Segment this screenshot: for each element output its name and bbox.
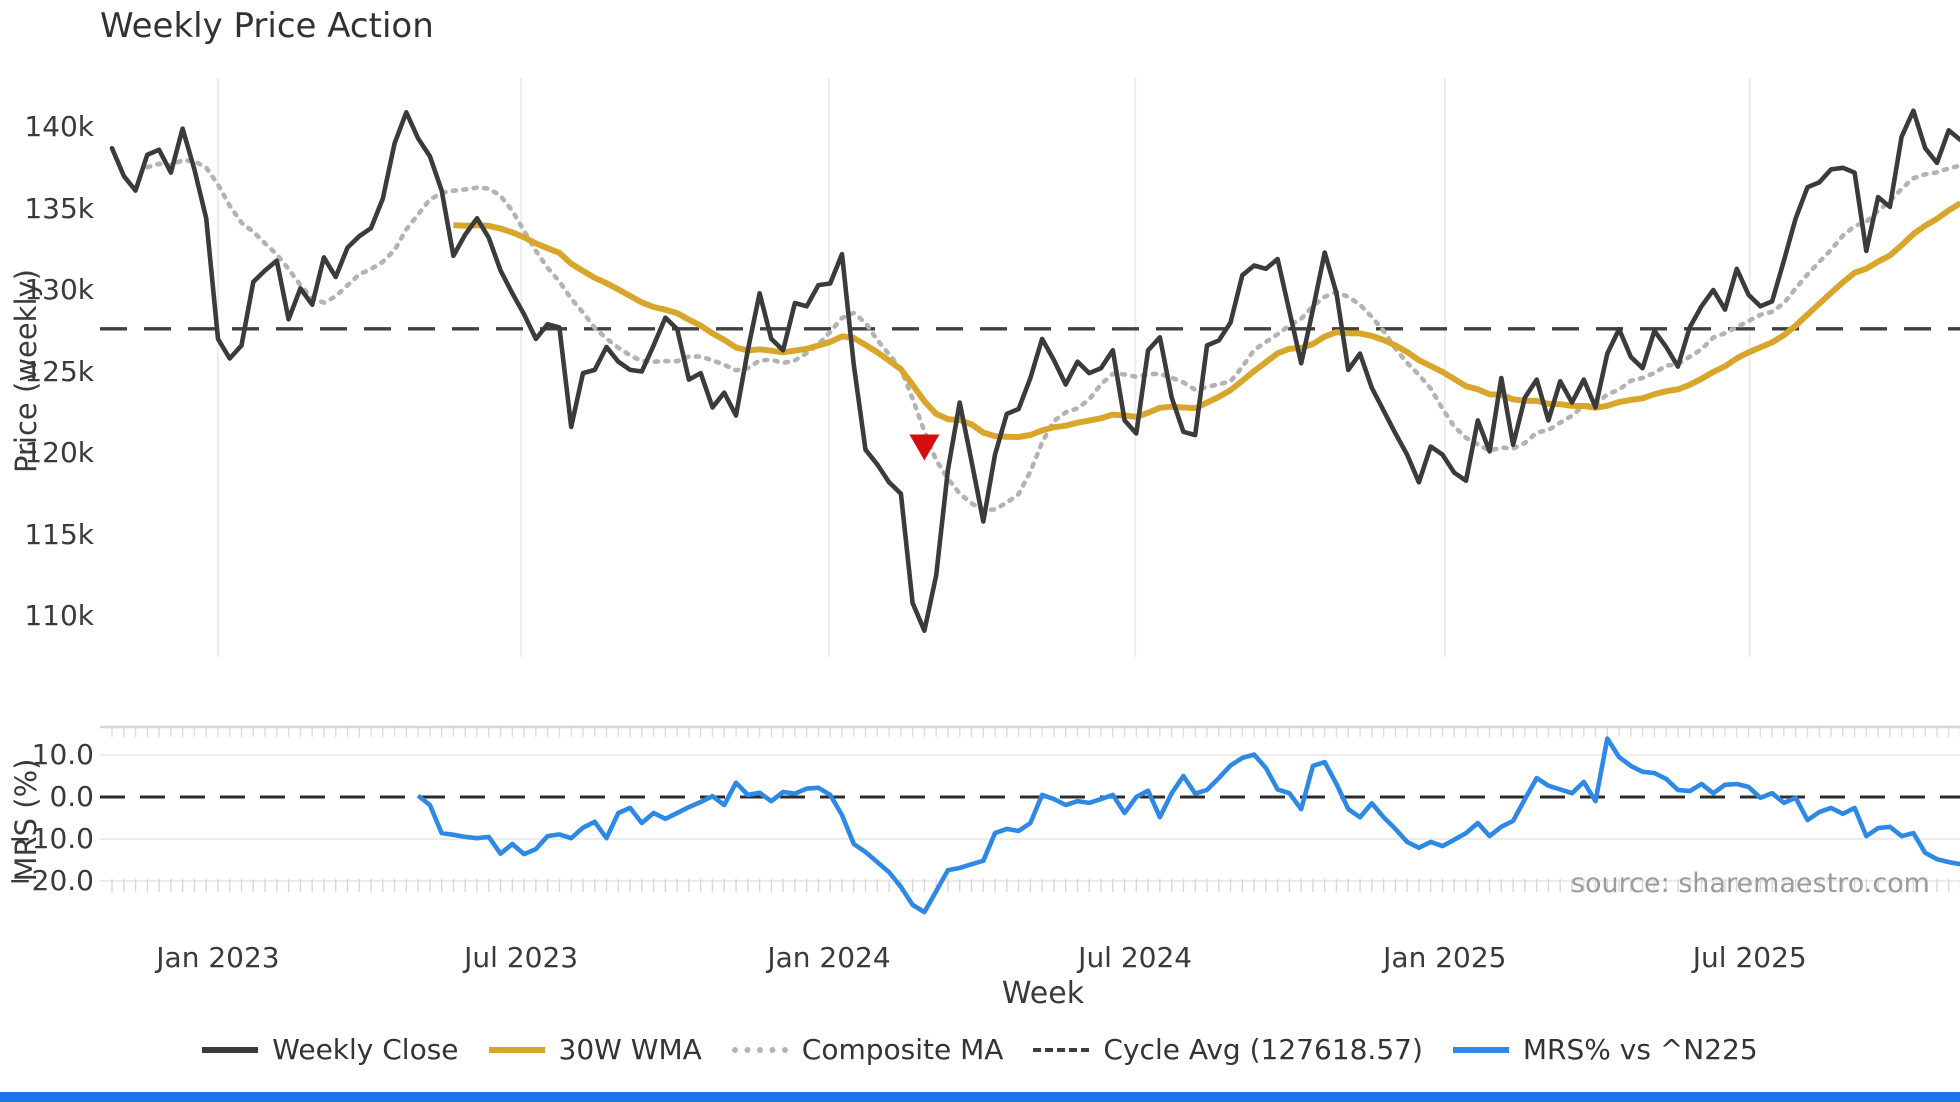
price-tick-label: 125k [24, 354, 94, 388]
source-credit: source: sharemaestro.com [1570, 868, 1930, 899]
legend-item: MRS% vs ^N225 [1452, 1033, 1758, 1066]
chart-title: Weekly Price Action [100, 6, 434, 46]
legend-label: Weekly Close [272, 1033, 459, 1066]
legend-item: Cycle Avg (127618.57) [1033, 1033, 1423, 1066]
x-tick-label: Jan 2024 [767, 941, 891, 974]
price-tick-label: 135k [24, 191, 94, 225]
legend-swatch-solid [488, 1046, 545, 1053]
price-tick-label: 115k [24, 517, 94, 551]
legend-swatch-dashed [1033, 1047, 1090, 1052]
weekly-close-line [109, 108, 1960, 634]
legend-label: 30W WMA [558, 1033, 702, 1066]
x-tick-label: Jul 2025 [1692, 941, 1807, 974]
x-tick-label: Jan 2025 [1383, 941, 1507, 974]
legend-label: Composite MA [801, 1033, 1004, 1066]
legend-swatch-dotted [731, 1046, 788, 1053]
mrs-tick-label: 10.0 [31, 738, 94, 771]
mrs-tick-label: −20.0 [8, 864, 94, 897]
x-tick-label: Jul 2023 [464, 941, 579, 974]
legend-swatch-solid [1452, 1046, 1509, 1053]
mrs-tick-label: 0.0 [49, 780, 94, 813]
legend-item: 30W WMA [488, 1033, 702, 1066]
composite-ma-line [145, 157, 1960, 513]
price-tick-label: 120k [24, 436, 94, 469]
legend: Weekly Close 30W WMA Composite MA Cycle Avg… [0, 1033, 1960, 1066]
legend-label: MRS% vs ^N225 [1522, 1033, 1758, 1066]
price-tick-label: 110k [24, 599, 94, 632]
price-tick-label: 130k [24, 273, 94, 306]
bottom-accent-bar [0, 1092, 1960, 1102]
x-tick-label: Jan 2023 [156, 941, 280, 974]
price-tick-label: 140k [24, 110, 94, 143]
mrs-line [416, 736, 1960, 915]
sell-signal-marker [909, 434, 940, 461]
legend-item: Weekly Close [202, 1033, 459, 1066]
wma-line [453, 200, 1960, 440]
x-axis-title: Week [1001, 976, 1085, 1011]
legend-swatch-solid [202, 1046, 259, 1053]
mrs-tick-label: −10.0 [8, 822, 94, 855]
x-tick-label: Jul 2024 [1078, 941, 1193, 974]
legend-item: Composite MA [731, 1033, 1004, 1066]
legend-label: Cycle Avg (127618.57) [1103, 1033, 1423, 1066]
